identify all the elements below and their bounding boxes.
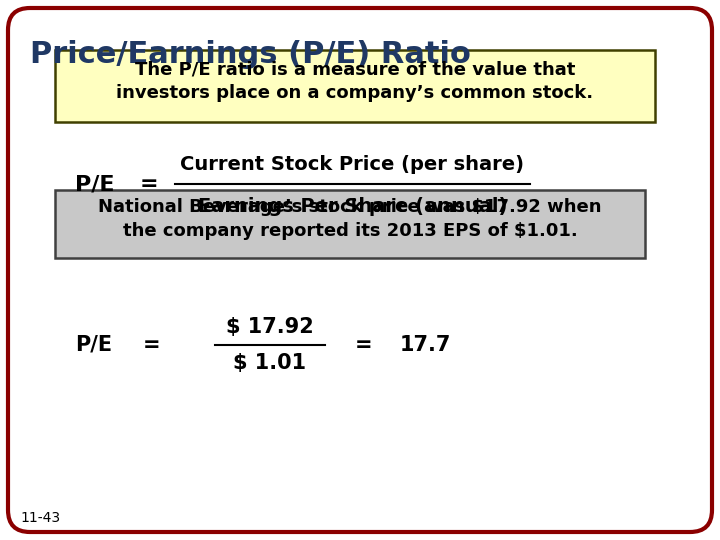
Text: P/E: P/E <box>75 174 114 194</box>
Text: National Beverage’s stock price was $17.92 when: National Beverage’s stock price was $17.… <box>98 198 602 216</box>
FancyBboxPatch shape <box>8 8 712 532</box>
Text: $ 1.01: $ 1.01 <box>233 353 307 373</box>
Text: =: = <box>143 335 161 355</box>
Text: Price/Earnings (P/E) Ratio: Price/Earnings (P/E) Ratio <box>30 40 471 69</box>
FancyBboxPatch shape <box>55 190 645 258</box>
Text: The P/E ratio is a measure of the value that: The P/E ratio is a measure of the value … <box>135 60 575 78</box>
Text: P/E: P/E <box>75 335 112 355</box>
Text: Current Stock Price (per share): Current Stock Price (per share) <box>181 154 524 173</box>
Text: 11-43: 11-43 <box>20 511 60 525</box>
Text: 17.7: 17.7 <box>400 335 451 355</box>
FancyBboxPatch shape <box>55 50 655 122</box>
Text: investors place on a company’s common stock.: investors place on a company’s common st… <box>117 84 593 102</box>
Text: =: = <box>140 174 158 194</box>
Text: the company reported its 2013 EPS of $1.01.: the company reported its 2013 EPS of $1.… <box>122 222 577 240</box>
Text: Earnings Per Share (annual): Earnings Per Share (annual) <box>198 197 507 215</box>
Text: =: = <box>355 335 373 355</box>
Text: $ 17.92: $ 17.92 <box>226 317 314 337</box>
